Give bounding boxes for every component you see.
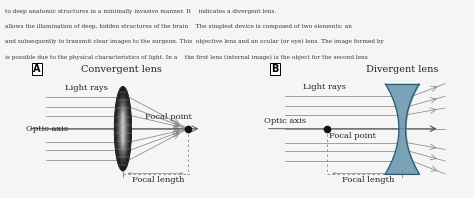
Ellipse shape [120, 106, 126, 151]
Ellipse shape [122, 114, 123, 143]
Ellipse shape [117, 96, 128, 161]
Text: A: A [33, 64, 41, 74]
Ellipse shape [116, 91, 130, 167]
Ellipse shape [121, 111, 124, 146]
Text: Focal point: Focal point [329, 132, 376, 140]
Text: allows the illumination of deep, hidden structures of the brain    The simplest : allows the illumination of deep, hidden … [5, 24, 352, 29]
Text: Light rays: Light rays [65, 84, 108, 92]
Ellipse shape [122, 113, 124, 144]
Ellipse shape [117, 94, 129, 164]
Ellipse shape [118, 100, 128, 157]
Text: Optic axis: Optic axis [264, 117, 306, 125]
Ellipse shape [122, 112, 124, 145]
Ellipse shape [120, 105, 126, 152]
Text: Focal point: Focal point [145, 113, 192, 121]
Text: B: B [272, 64, 279, 74]
Ellipse shape [118, 98, 128, 159]
Text: to deep anatomic structures in a minimally invasive manner. It    indicates a di: to deep anatomic structures in a minimal… [5, 9, 276, 14]
Text: Convergent lens: Convergent lens [81, 65, 162, 74]
Ellipse shape [115, 89, 131, 169]
Text: is possible due to the physical characteristics of light. In a    the first lens: is possible due to the physical characte… [5, 54, 367, 60]
Ellipse shape [115, 88, 131, 170]
Ellipse shape [120, 107, 126, 150]
Ellipse shape [115, 87, 131, 171]
Ellipse shape [121, 108, 125, 149]
Ellipse shape [115, 90, 130, 168]
Ellipse shape [119, 104, 126, 153]
Text: Focal length: Focal length [132, 176, 184, 184]
Ellipse shape [118, 97, 128, 160]
Text: Divergent lens: Divergent lens [366, 65, 438, 74]
Ellipse shape [121, 110, 125, 147]
Ellipse shape [117, 95, 129, 162]
Ellipse shape [117, 94, 129, 163]
Ellipse shape [119, 102, 127, 155]
Text: and subsequently to transmit clear images to the surgeon. This  objective lens a: and subsequently to transmit clear image… [5, 39, 383, 44]
Ellipse shape [118, 101, 127, 156]
Text: Focal length: Focal length [342, 176, 395, 184]
Ellipse shape [121, 109, 125, 148]
Ellipse shape [119, 103, 127, 154]
Text: Light rays: Light rays [303, 84, 346, 91]
Ellipse shape [118, 99, 128, 158]
Ellipse shape [116, 93, 129, 165]
Ellipse shape [116, 92, 130, 166]
Text: Optic axis: Optic axis [26, 125, 68, 133]
